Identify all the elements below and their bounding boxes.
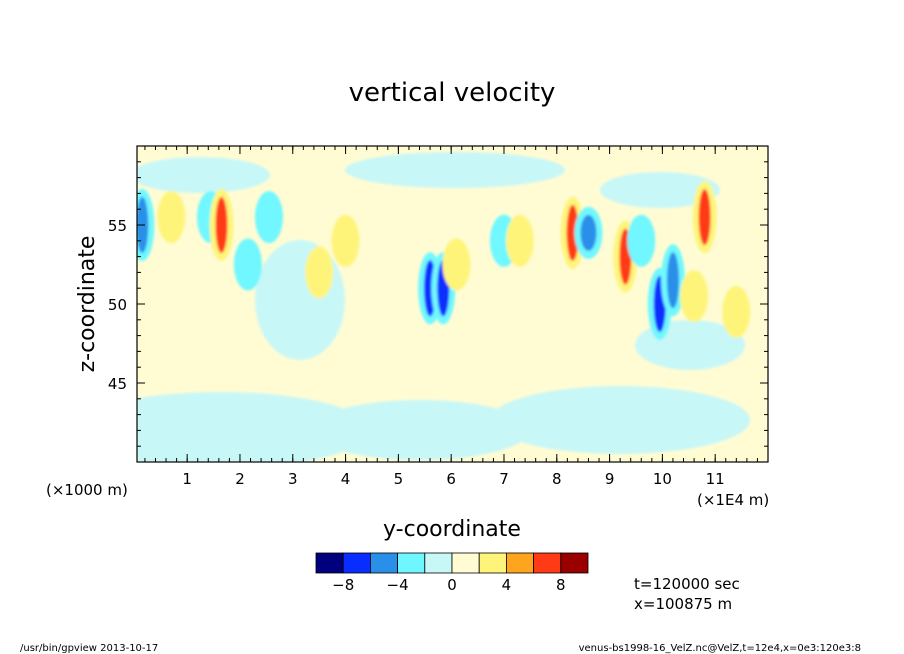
field-contour [261, 199, 278, 236]
field-background-region [255, 240, 345, 360]
field-contour [311, 254, 328, 291]
x-tick-label: 4 [341, 470, 351, 488]
colorbar-swatch [560, 552, 589, 574]
colorbar-swatch [369, 552, 398, 574]
field-contour [633, 222, 650, 259]
colorbar-swatch [478, 552, 507, 574]
field-background-region [345, 152, 565, 188]
x-axis-ticks: 1 2 3 4 5 6 7 8 9 10 11 [144, 146, 769, 488]
field-background-region [490, 386, 750, 454]
field-contour [566, 204, 579, 261]
x-tick-label: 2 [235, 470, 245, 488]
colorbar-swatch [533, 552, 562, 574]
colorbar-swatch [505, 552, 534, 574]
y-axis-label: z-coordinate [75, 236, 100, 373]
x-tick-label: 3 [288, 470, 298, 488]
y-tick-label: 55 [108, 217, 127, 235]
colorbar-label: 0 [447, 576, 457, 594]
colorbar-label: −4 [387, 576, 409, 594]
field-contour [728, 293, 745, 330]
x-tick-label: 8 [552, 470, 562, 488]
field-contour [448, 246, 465, 283]
field-background-region [310, 400, 530, 460]
y-axis-ticks: 45 50 55 [108, 161, 768, 447]
position-info: x=100875 m [634, 595, 732, 613]
colorbar-label: −8 [332, 576, 354, 594]
x-tick-label: 6 [446, 470, 456, 488]
colorbar-swatch [397, 552, 426, 574]
footer-left: /usr/bin/gpview 2013-10-17 [20, 643, 158, 654]
field-background-region [137, 157, 270, 193]
field-contour [686, 278, 703, 315]
velocity-field [137, 152, 751, 462]
field-contour [580, 214, 597, 251]
x-tick-label: 7 [499, 470, 509, 488]
field-background-region [137, 392, 370, 462]
x-tick-label: 11 [706, 470, 725, 488]
colorbar-label: 4 [502, 576, 512, 594]
x-tick-label: 5 [394, 470, 404, 488]
field-contour [666, 252, 679, 309]
x-tick-label: 9 [605, 470, 615, 488]
x-unit-note: (×1E4 m) [697, 491, 769, 509]
field-background-region [600, 172, 720, 208]
field-contour [698, 189, 711, 246]
x-scale-note: (×1000 m) [46, 481, 128, 499]
chart-title: vertical velocity [349, 78, 556, 108]
y-tick-label: 50 [108, 296, 127, 314]
field-contour [215, 197, 228, 253]
y-tick-label: 45 [108, 375, 127, 393]
colorbar-swatch [315, 552, 344, 574]
colorbar [315, 552, 589, 574]
field-contour [239, 246, 256, 283]
time-info: t=120000 sec [634, 575, 740, 593]
field-contour [511, 222, 528, 259]
x-tick-label: 10 [653, 470, 672, 488]
x-axis-label: y-coordinate [383, 517, 521, 542]
colorbar-labels: −8 −4 0 4 8 [332, 576, 565, 594]
x-tick-label: 1 [182, 470, 192, 488]
colorbar-swatch [451, 552, 480, 574]
colorbar-swatch [424, 552, 453, 574]
field-contour [337, 222, 354, 259]
colorbar-label: 8 [556, 576, 566, 594]
colorbar-swatch [342, 552, 371, 574]
footer-right: venus-bs1998-16_VelZ.nc@VelZ,t=12e4,x=0e… [579, 643, 861, 654]
field-contour [163, 199, 180, 236]
